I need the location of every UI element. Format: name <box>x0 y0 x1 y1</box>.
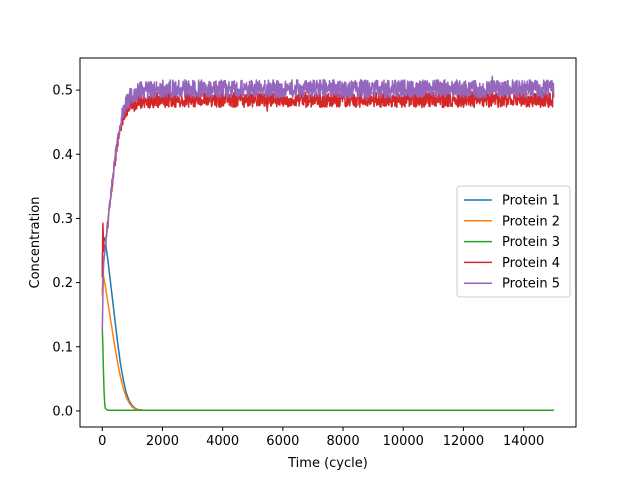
y-axis-label: Concentration <box>28 197 43 289</box>
x-axis-label: Time (cycle) <box>287 456 368 471</box>
y-tick-label: 0.1 <box>52 340 73 355</box>
legend-label: Protein 4 <box>502 256 560 271</box>
y-tick-label: 0.0 <box>52 404 73 419</box>
y-tick-label: 0.5 <box>52 84 73 99</box>
x-tick-label: 6000 <box>266 434 299 449</box>
x-tick-label: 8000 <box>327 434 360 449</box>
legend-label: Protein 2 <box>502 214 560 229</box>
legend-label: Protein 5 <box>502 277 560 292</box>
x-tick-label: 4000 <box>206 434 239 449</box>
legend-label: Protein 3 <box>502 235 560 250</box>
x-tick-label: 14000 <box>503 434 544 449</box>
x-tick-label: 2000 <box>146 434 179 449</box>
legend: Protein 1 Protein 2 Protein 3 Protein 4 Prot… <box>457 186 570 297</box>
x-tick-label: 10000 <box>383 434 424 449</box>
y-tick-label: 0.3 <box>52 212 73 227</box>
x-tick-label: 12000 <box>443 434 484 449</box>
y-tick-label: 0.2 <box>52 276 73 291</box>
y-tick-label: 0.4 <box>52 148 73 163</box>
x-tick-label: 0 <box>98 434 106 449</box>
legend-label: Protein 1 <box>502 194 560 209</box>
